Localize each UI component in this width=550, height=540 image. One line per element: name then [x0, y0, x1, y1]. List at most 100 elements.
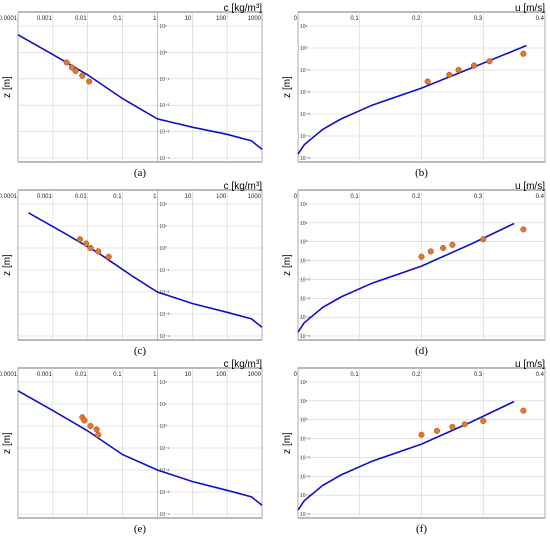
y-tick-label: 10⁻¹	[159, 268, 169, 274]
data-point	[440, 244, 447, 252]
y-tick-label: 10⁻¹	[159, 446, 169, 452]
x-axis-title: c [kg/m³]	[224, 359, 263, 370]
x-tick-label: 0.2	[412, 194, 421, 200]
x-tick-label: 0.01	[75, 372, 87, 378]
data-point	[93, 426, 100, 433]
x-tick-label: 0.4	[536, 372, 545, 378]
y-tick-label: 10⁻¹	[300, 259, 310, 265]
y-tick-label: 10⁻¹	[300, 437, 310, 443]
y-tick-label: 10⁻⁵	[300, 334, 310, 340]
x-tick-label: 0.0001	[0, 16, 18, 22]
y-tick-label: 10⁻⁴	[159, 334, 169, 340]
y-tick-label: 10⁻³	[159, 312, 169, 318]
y-tick-label: 10⁻³	[300, 474, 310, 480]
data-point	[68, 64, 75, 71]
x-tick-label: 0	[294, 372, 298, 378]
y-tick-label: 10⁰	[300, 240, 308, 246]
y-tick-label: 10¹	[300, 24, 308, 30]
y-tick-label: 10⁻⁵	[300, 512, 310, 518]
data-point	[83, 240, 90, 247]
y-tick-label: 10¹	[159, 402, 167, 408]
x-tick-label: 1000	[248, 16, 262, 22]
x-tick-label: 0	[294, 16, 298, 22]
panel-label: (b)	[415, 167, 428, 179]
y-tick-label: 10⁰	[300, 46, 308, 52]
x-tick-label: 0.0001	[0, 372, 18, 378]
x-tick-label: 0.0001	[0, 194, 18, 200]
x-tick-label: 0.01	[75, 16, 87, 22]
x-axis-title: c [kg/m³]	[224, 3, 263, 14]
x-tick-label: 0.1	[113, 16, 122, 22]
data-point	[81, 417, 88, 424]
model-curve	[297, 44, 527, 155]
y-axis-title: z [m]	[282, 254, 293, 276]
data-point	[87, 244, 94, 252]
y-tick-label: 10⁰	[159, 424, 167, 430]
x-tick-label: 0.1	[113, 372, 122, 378]
x-tick-label: 10	[185, 372, 192, 378]
data-point	[427, 248, 434, 255]
model-curve	[28, 212, 263, 328]
panel-d: 0 0.1 0.2 0.3 0.4 10² 10¹ 10⁰ 10⁻¹ 10⁻² 10⁻³ 10⁻⁴ 10…	[282, 181, 546, 357]
x-axis-title: u [m/s]	[515, 181, 545, 192]
y-tick-label: 10¹	[159, 24, 167, 30]
data-point	[480, 236, 487, 243]
plot-frame	[17, 11, 263, 163]
data-point	[95, 431, 102, 438]
panel-label: (a)	[134, 167, 147, 179]
y-axis-title: z [m]	[2, 254, 13, 276]
panel-a: 0.0001 0.001 0.01 0.1 1 10 100 1000 10¹ 10⁰ 10⁻¹ 10…	[0, 3, 263, 179]
y-axis-title: z [m]	[282, 76, 293, 98]
x-tick-label: 100	[216, 16, 227, 22]
data-point	[79, 72, 86, 79]
y-axis-title: z [m]	[2, 76, 13, 98]
x-axis-title: u [m/s]	[515, 3, 545, 14]
y-tick-label: 10⁻⁴	[300, 493, 310, 499]
data-point	[461, 421, 468, 428]
x-tick-label: 0.1	[350, 194, 359, 200]
panel-e: 0.0001 0.001 0.01 0.1 1 10 100 1000 10² 10¹ 10⁰ 10⁻…	[0, 359, 263, 535]
plot-frame	[17, 189, 263, 341]
y-axis-title: z [m]	[2, 432, 13, 454]
y-tick-label: 10⁻²	[159, 103, 169, 109]
y-tick-label: 10⁻⁴	[159, 512, 169, 518]
data-point	[470, 62, 478, 69]
data-point	[449, 423, 456, 431]
y-tick-label: 10¹	[300, 399, 308, 405]
data-point	[520, 407, 527, 414]
y-tick-label: 10⁻²	[300, 455, 310, 461]
panel-label: (c)	[134, 345, 147, 357]
x-tick-label: 0.3	[474, 372, 483, 378]
data-point	[418, 253, 425, 260]
y-tick-label: 10⁻³	[159, 490, 169, 496]
panel-b: 0 0.1 0.2 0.3 0.4 10¹ 10⁰ 10⁻¹ 10⁻² 10⁻³ 10⁻⁴ 10⁻⁵ u…	[282, 3, 546, 179]
x-tick-label: 0.001	[37, 194, 53, 200]
x-tick-label: 100	[216, 194, 227, 200]
x-tick-label: 10	[185, 16, 192, 22]
x-tick-label: 0.3	[474, 16, 483, 22]
panel-label: (f)	[416, 523, 427, 535]
y-tick-label: 10⁻²	[300, 90, 310, 96]
data-point	[105, 253, 112, 260]
data-point	[87, 422, 94, 430]
y-tick-label: 10⁰	[159, 50, 167, 56]
y-tick-label: 10¹	[300, 221, 308, 227]
data-point	[424, 78, 431, 85]
model-curve	[17, 34, 263, 150]
x-tick-label: 0.4	[536, 194, 545, 200]
x-tick-label: 0.1	[113, 194, 122, 200]
y-tick-label: 10⁻¹	[300, 68, 310, 74]
data-point	[520, 50, 527, 57]
y-tick-label: 10⁻⁴	[159, 156, 169, 162]
data-point	[446, 71, 453, 78]
x-tick-label: 0.01	[75, 194, 87, 200]
data-point	[480, 417, 487, 424]
y-tick-label: 10¹	[159, 224, 167, 230]
data-point	[86, 78, 93, 85]
x-tick-label: 0.2	[412, 16, 421, 22]
y-tick-label: 10⁻⁴	[300, 315, 310, 321]
x-tick-label: 0.4	[536, 16, 545, 22]
x-tick-label: 10	[185, 194, 192, 200]
y-tick-label: 10⁻³	[159, 130, 169, 136]
